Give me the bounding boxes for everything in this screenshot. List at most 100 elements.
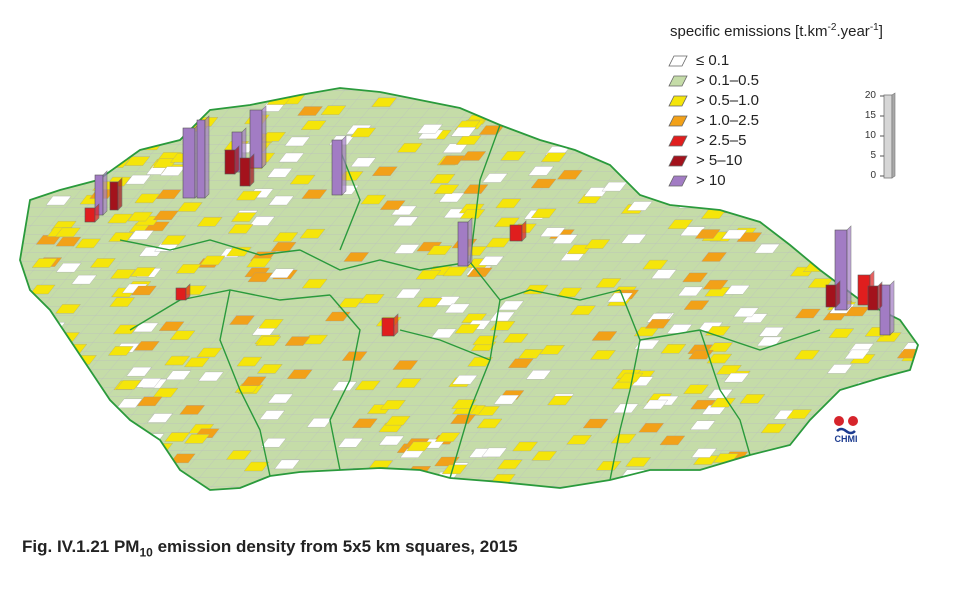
legend-swatch — [668, 75, 688, 87]
emission-cell — [634, 339, 660, 350]
emission-cell — [135, 378, 162, 388]
emission-cell — [153, 210, 179, 220]
emission-cell — [380, 400, 406, 410]
emission-cell — [85, 106, 111, 116]
emission-cell — [689, 420, 716, 430]
emission-cell — [337, 298, 364, 308]
emission-cell — [75, 238, 101, 249]
emission-cell — [438, 192, 465, 203]
emission-cell — [500, 151, 526, 161]
emission-cell — [694, 229, 721, 239]
emission-cell — [525, 370, 552, 380]
emission-cell — [693, 455, 719, 465]
emission-cell — [591, 331, 618, 341]
height-scale: 20 15 10 5 0 — [858, 90, 908, 185]
emission-column — [175, 283, 191, 301]
emission-cell — [360, 194, 387, 205]
emission-cell — [601, 181, 628, 192]
emission-cell — [489, 311, 515, 322]
emission-cell — [769, 466, 795, 477]
emission-cell — [130, 267, 156, 277]
emission-cell — [44, 405, 70, 415]
emission-column — [381, 313, 399, 337]
emission-cell — [861, 185, 887, 196]
emission-cell — [426, 245, 453, 255]
emission-cell — [55, 304, 81, 314]
emission-cell — [122, 119, 149, 129]
emission-cell — [530, 208, 557, 218]
emission-cell — [455, 135, 482, 145]
emission-cell — [570, 128, 597, 138]
emission-cell — [539, 345, 565, 355]
emission-cell — [179, 405, 205, 415]
emission-cell — [36, 341, 62, 351]
emission-cell — [733, 307, 759, 318]
emission-cell — [126, 367, 152, 377]
emission-cell — [881, 443, 908, 453]
emission-column — [509, 220, 527, 242]
emission-cell — [566, 435, 593, 445]
emission-cell — [625, 160, 651, 170]
emission-cell — [862, 407, 888, 418]
emission-cell — [852, 473, 879, 483]
emission-cell — [502, 333, 529, 343]
emission-cell — [452, 375, 478, 385]
emission-cell — [184, 434, 210, 444]
emission-cell — [131, 285, 157, 296]
legend-swatch — [668, 155, 688, 167]
emission-cell — [794, 435, 821, 446]
emission-cell — [865, 213, 891, 223]
emission-cell — [528, 102, 554, 113]
emission-cell — [169, 330, 196, 340]
emission-cell — [278, 152, 305, 163]
emission-cell — [874, 267, 901, 277]
emission-cell — [397, 143, 423, 153]
emission-cell — [32, 174, 58, 184]
emission-cell — [439, 155, 465, 165]
emission-cell — [451, 399, 477, 409]
emission-cell — [794, 439, 821, 449]
emission-cell — [102, 121, 129, 131]
emission-cell — [258, 319, 284, 329]
emission-cell — [442, 266, 469, 277]
chmi-logo-text: CHMI — [834, 434, 858, 444]
emission-cell — [109, 123, 136, 134]
emission-cell — [891, 238, 917, 248]
emission-cell — [584, 239, 611, 249]
emission-cell — [394, 244, 420, 254]
emission-cell — [478, 99, 505, 109]
emission-cell — [547, 121, 574, 131]
emission-cell — [257, 364, 283, 374]
scale-column — [880, 92, 896, 179]
emission-cell — [651, 269, 677, 279]
scale-tick-label: 5 — [870, 150, 876, 161]
emission-cell — [301, 279, 328, 289]
emission-cell — [905, 425, 918, 436]
emission-cell — [31, 258, 58, 268]
emission-cell — [811, 229, 838, 239]
emission-cell — [481, 447, 508, 458]
emission-cell — [62, 108, 89, 118]
emission-cell — [607, 292, 633, 303]
legend-title: specific emissions [t.km-2.year-1] — [670, 22, 883, 40]
emission-cell — [862, 213, 889, 224]
emission-cell — [724, 285, 751, 295]
legend-swatch — [668, 55, 688, 67]
emission-column — [196, 115, 210, 199]
emission-cell — [268, 195, 295, 206]
emission-cell — [379, 200, 406, 210]
emission-cell — [29, 284, 56, 295]
scale-tick-label: 10 — [864, 130, 876, 141]
emission-cell — [454, 324, 481, 334]
emission-cell — [904, 106, 918, 117]
emission-cell — [177, 202, 203, 212]
emission-cell — [566, 244, 593, 255]
emission-cell — [113, 324, 139, 335]
emission-cell — [660, 344, 687, 354]
emission-cell — [430, 328, 457, 339]
emission-cell — [621, 234, 647, 244]
emission-cell — [226, 450, 252, 460]
emission-column — [182, 123, 200, 199]
emission-cell — [794, 350, 820, 360]
emission-cell — [134, 193, 161, 204]
